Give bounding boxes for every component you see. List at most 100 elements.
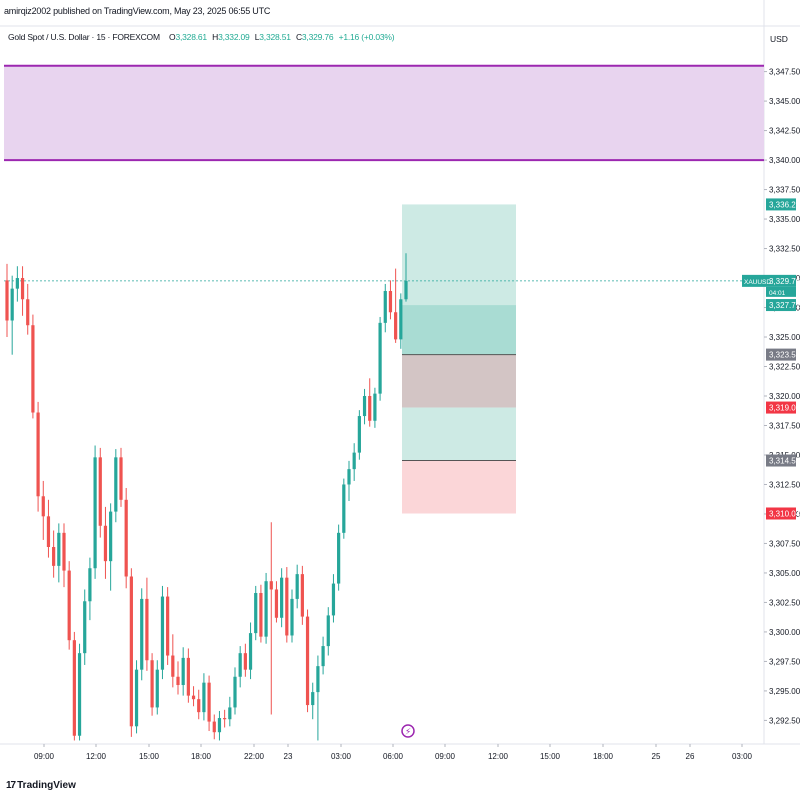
candle-body[interactable]	[191, 695, 196, 700]
candle-body[interactable]	[285, 577, 289, 636]
candle-body[interactable]	[176, 676, 180, 686]
candle-body[interactable]	[295, 574, 299, 599]
target-zone-upper[interactable]	[402, 204, 516, 306]
candle-body[interactable]	[41, 496, 45, 517]
candle-body[interactable]	[10, 288, 14, 321]
candle-body[interactable]	[259, 593, 263, 637]
candle-body[interactable]	[326, 615, 330, 647]
candle-body[interactable]	[264, 581, 268, 637]
candle-body[interactable]	[248, 633, 253, 670]
candle-body[interactable]	[274, 589, 279, 618]
candle-body[interactable]	[77, 653, 82, 736]
candle-body[interactable]	[212, 721, 216, 733]
candle-body[interactable]	[83, 601, 87, 654]
candle-body[interactable]	[119, 457, 123, 500]
candle-body[interactable]	[202, 682, 206, 713]
candle-body[interactable]	[404, 280, 408, 300]
price-label-tag[interactable]	[766, 348, 796, 361]
candle-body[interactable]	[46, 516, 51, 547]
price-label-tag[interactable]	[766, 198, 796, 211]
price-label-tag[interactable]	[766, 274, 796, 287]
candle-body[interactable]	[31, 325, 35, 413]
candle-body[interactable]	[181, 657, 185, 686]
candle-body[interactable]	[399, 299, 403, 340]
stop-loss-zone[interactable]	[402, 460, 516, 514]
candle-body[interactable]	[88, 568, 92, 602]
candle-body[interactable]	[67, 570, 71, 641]
candle-body[interactable]	[311, 692, 315, 706]
candle-body[interactable]	[134, 669, 139, 727]
candle-body[interactable]	[321, 646, 325, 667]
candle-body[interactable]	[171, 655, 175, 677]
candle-body[interactable]	[93, 457, 97, 569]
candle-body[interactable]	[186, 657, 190, 696]
candle-body[interactable]	[357, 416, 361, 453]
candle-body[interactable]	[72, 640, 76, 736]
candle-body[interactable]	[129, 576, 133, 727]
candle-body[interactable]	[378, 322, 382, 394]
candle-body[interactable]	[20, 278, 25, 300]
candle-body[interactable]	[342, 484, 346, 533]
candle-body[interactable]	[383, 291, 387, 323]
candle-body[interactable]	[166, 596, 170, 656]
candle-body[interactable]	[238, 653, 242, 677]
candle-body[interactable]	[223, 718, 227, 720]
candle-body[interactable]	[52, 546, 56, 566]
candle-body[interactable]	[57, 532, 61, 566]
candle-body[interactable]	[5, 280, 9, 321]
take-profit-zone[interactable]	[402, 305, 516, 355]
price-label-tag[interactable]	[766, 401, 796, 414]
candle-body[interactable]	[394, 312, 398, 340]
candle-body[interactable]	[290, 598, 294, 636]
candle-body[interactable]	[217, 718, 222, 733]
candle-body[interactable]	[269, 581, 273, 590]
candle-body[interactable]	[160, 596, 165, 670]
candle-body[interactable]	[155, 669, 159, 708]
candle-body[interactable]	[103, 525, 108, 562]
candle-body[interactable]	[15, 278, 19, 289]
tradingview-logo[interactable]: 17 TradingView	[6, 780, 76, 791]
y-tick-label: 3,307.50	[769, 539, 800, 548]
candle-body[interactable]	[124, 499, 128, 577]
candle-body[interactable]	[362, 396, 367, 417]
currency-label[interactable]: USD	[770, 34, 788, 44]
candle-body[interactable]	[368, 396, 372, 421]
candle-body[interactable]	[26, 299, 30, 326]
candle-body[interactable]	[109, 511, 113, 562]
candle-body[interactable]	[373, 393, 377, 421]
candle-body[interactable]	[388, 291, 393, 313]
symbol-tag[interactable]	[742, 274, 766, 287]
candle-body[interactable]	[352, 452, 356, 470]
candle-body[interactable]	[347, 469, 351, 485]
candle-body[interactable]	[62, 532, 66, 571]
candle-body[interactable]	[140, 598, 144, 670]
entry-risk-zone[interactable]	[402, 354, 516, 408]
candle-body[interactable]	[316, 666, 320, 693]
candle-body[interactable]	[150, 660, 154, 708]
x-tick-label: 15:00	[540, 752, 561, 761]
price-label-tag[interactable]	[766, 507, 796, 520]
candle-body[interactable]	[233, 676, 237, 708]
candle-body[interactable]	[337, 532, 341, 584]
x-tick-label: 25	[652, 752, 661, 761]
candle-body[interactable]	[114, 457, 118, 512]
candle-body[interactable]	[331, 583, 336, 616]
candle-body[interactable]	[145, 598, 149, 661]
candle-body[interactable]	[300, 574, 304, 617]
x-tick-label: 09:00	[435, 752, 456, 761]
candle-body[interactable]	[98, 457, 102, 526]
resistance-zone[interactable]	[4, 65, 764, 161]
candle-body[interactable]	[228, 707, 232, 720]
candle-body[interactable]	[36, 412, 40, 497]
candle-body[interactable]	[207, 682, 211, 722]
event-marker-icon[interactable]	[401, 724, 415, 738]
candle-body[interactable]	[254, 593, 258, 634]
candle-body[interactable]	[280, 577, 284, 618]
candle-body[interactable]	[197, 699, 201, 713]
candle-body[interactable]	[305, 616, 310, 706]
price-label-tag[interactable]	[766, 299, 796, 312]
candle-body[interactable]	[243, 653, 247, 670]
target-zone-lower[interactable]	[402, 407, 516, 461]
price-label-tag[interactable]	[766, 454, 796, 467]
